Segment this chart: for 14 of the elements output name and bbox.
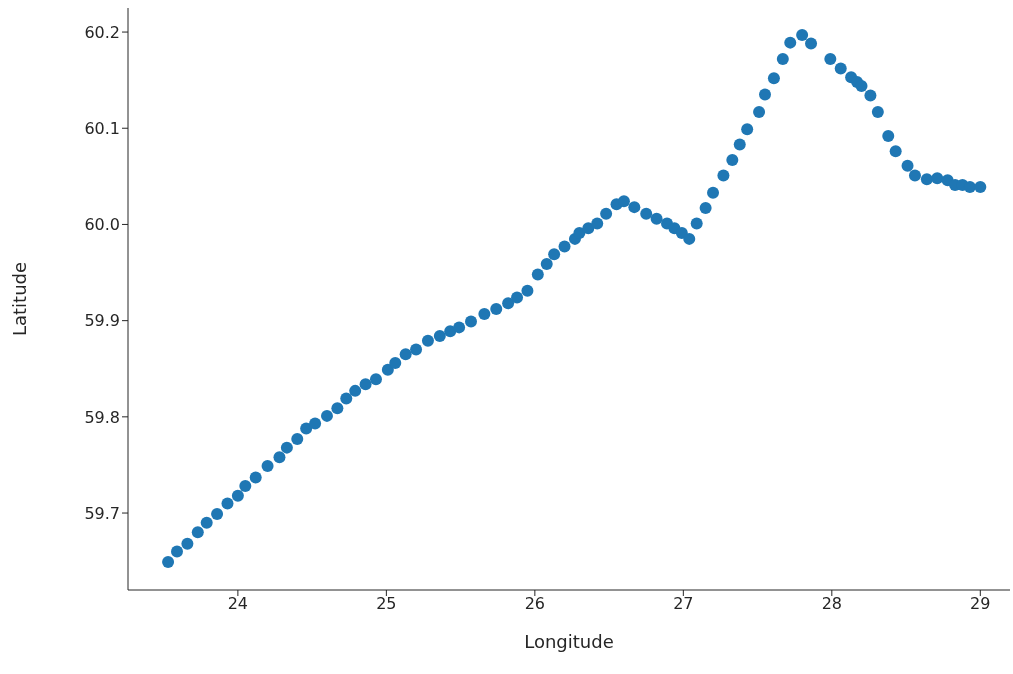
x-tick-label: 27 bbox=[673, 594, 694, 614]
y-tick-label: 60.1 bbox=[84, 118, 120, 138]
x-tick-label: 28 bbox=[821, 594, 842, 614]
y-tick-label: 60.0 bbox=[84, 215, 120, 235]
x-axis-title: Longitude bbox=[524, 631, 614, 652]
y-tick-label: 60.2 bbox=[84, 22, 120, 42]
y-axis-title: Latitude bbox=[9, 261, 31, 337]
y-tick-label: 59.8 bbox=[84, 407, 120, 427]
x-tick-label: 25 bbox=[376, 594, 397, 614]
x-tick-label: 29 bbox=[970, 594, 991, 614]
y-tick-label: 59.7 bbox=[84, 503, 120, 523]
x-tick-label: 26 bbox=[524, 594, 546, 614]
x-tick-label: 24 bbox=[227, 594, 249, 614]
y-tick-label: 59.9 bbox=[84, 311, 120, 331]
